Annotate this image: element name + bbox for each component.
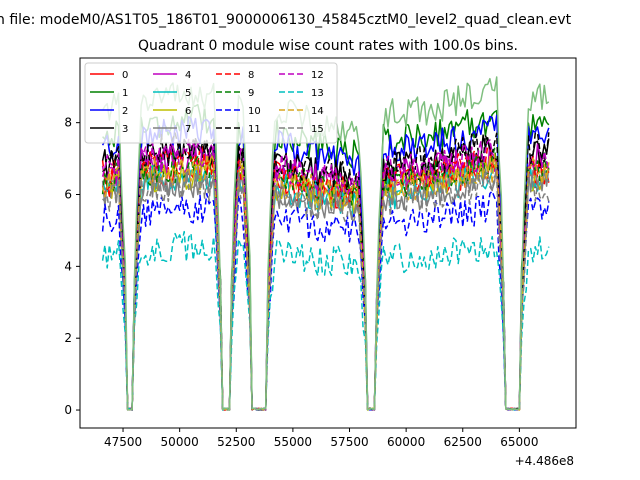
series-line-5 xyxy=(101,161,549,411)
legend-label: 0 xyxy=(122,70,128,81)
series-line-15 xyxy=(102,168,550,411)
legend-label: 5 xyxy=(185,88,191,99)
legend-label: 2 xyxy=(122,106,128,117)
x-tick-label: 62500 xyxy=(444,435,482,449)
legend-label: 12 xyxy=(311,70,324,81)
legend-label: 15 xyxy=(311,124,324,135)
x-tick-label: 57500 xyxy=(330,435,368,449)
x-tick-label: 55000 xyxy=(274,435,312,449)
y-axis: 0 2 4 6 8 xyxy=(64,116,80,417)
legend-label: 1 xyxy=(122,88,128,99)
series-line-13 xyxy=(101,230,550,411)
y-tick-label: 0 xyxy=(64,403,72,417)
series-line-8 xyxy=(101,145,550,411)
figure-suptitle: n file: modeM0/AS1T05_186T01_9000006130_… xyxy=(0,12,572,28)
x-tick-label: 47500 xyxy=(104,435,142,449)
legend-label: 7 xyxy=(185,124,191,135)
legend-label: 11 xyxy=(248,124,261,135)
series-line-11 xyxy=(102,132,550,411)
y-tick-label: 4 xyxy=(64,259,72,273)
legend-label: 14 xyxy=(311,106,324,117)
series-line-6 xyxy=(102,157,550,411)
x-offset-label: +4.486e8 xyxy=(515,454,574,468)
y-tick-label: 6 xyxy=(64,188,72,202)
x-tick-label: 52500 xyxy=(217,435,255,449)
plot-frame xyxy=(79,57,577,429)
y-tick-label: 8 xyxy=(64,116,72,130)
legend-label: 10 xyxy=(248,106,261,117)
x-tick-label: 60000 xyxy=(387,435,425,449)
x-axis: 47500 50000 52500 55000 57500 60000 62500 65000 xyxy=(104,428,538,449)
legend-label: 6 xyxy=(185,106,191,117)
legend-label: 13 xyxy=(311,88,324,99)
x-tick-label: 50000 xyxy=(161,435,199,449)
x-tick-label: 65000 xyxy=(500,435,538,449)
legend-label: 4 xyxy=(185,70,191,81)
y-tick-label: 2 xyxy=(64,331,72,345)
series-line-10 xyxy=(101,190,550,411)
series-line-12 xyxy=(101,138,550,411)
legend-label: 3 xyxy=(122,124,128,135)
legend-box xyxy=(84,62,338,144)
legend-label: 9 xyxy=(248,88,254,99)
legend-label: 8 xyxy=(248,70,254,81)
chart-title: Quadrant 0 module wise count rates with … xyxy=(138,38,518,54)
